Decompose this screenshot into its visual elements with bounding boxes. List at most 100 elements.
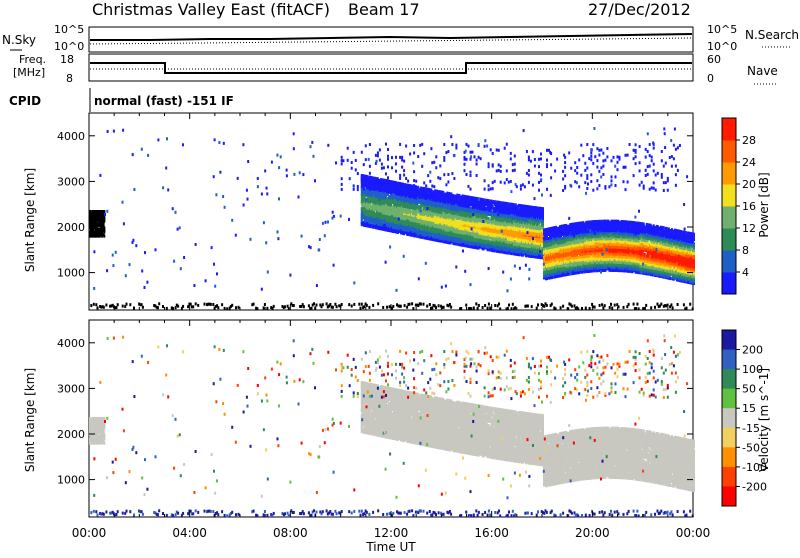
power-cell xyxy=(141,303,143,306)
power-cell xyxy=(601,303,603,306)
power-cell xyxy=(266,307,268,310)
power-cell xyxy=(633,303,635,306)
power-cell xyxy=(224,307,226,310)
power-cell xyxy=(303,305,305,308)
power-cell xyxy=(293,304,295,307)
power-cell xyxy=(311,307,313,310)
power-cell xyxy=(611,307,613,310)
power-cell xyxy=(599,304,601,307)
power-cell xyxy=(581,307,583,310)
power-cell xyxy=(420,303,422,306)
power-cell xyxy=(511,307,513,310)
noise-tick-bottom-left: 10^0 xyxy=(54,40,84,53)
power-cell xyxy=(449,303,451,306)
power-cell xyxy=(464,195,466,198)
power-cell xyxy=(589,307,591,310)
power-cell xyxy=(604,304,606,307)
power-cell xyxy=(508,223,510,226)
power-cell xyxy=(389,305,391,308)
power-cell xyxy=(430,189,432,192)
freq-tick-18: 18 xyxy=(60,53,74,66)
power-cell xyxy=(514,240,516,243)
power-cell xyxy=(508,304,510,307)
power-cell xyxy=(429,303,431,306)
power-cell xyxy=(263,306,265,309)
cpid-panel: CPID normal (fast) -151 IF xyxy=(9,88,234,112)
beam-label: Beam 17 xyxy=(348,0,420,19)
power-cell xyxy=(329,303,331,306)
power-cell xyxy=(308,304,310,307)
power-cell xyxy=(372,194,374,197)
power-cell xyxy=(546,304,548,307)
power-cell xyxy=(217,306,219,309)
freq-label-1: Freq. xyxy=(19,53,46,66)
power-cell xyxy=(654,306,656,309)
power-cell xyxy=(571,305,573,308)
power-cell xyxy=(560,306,562,309)
power-cell xyxy=(450,306,452,309)
power-cell xyxy=(519,230,521,233)
noise-tick-top-right: 10^5 xyxy=(707,23,737,36)
power-cell xyxy=(667,304,669,307)
power-cell xyxy=(256,307,258,310)
freq-panel: Freq. [MHz] 18 8 60 0 Nave xyxy=(13,53,778,85)
power-cell xyxy=(514,306,516,309)
power-cell xyxy=(536,307,538,310)
power-cell xyxy=(195,302,197,305)
power-cell xyxy=(562,305,564,308)
power-cell xyxy=(585,307,587,310)
power-cell xyxy=(478,304,480,307)
power-cell xyxy=(551,303,553,306)
power-cell xyxy=(610,303,612,306)
power-cell xyxy=(456,228,458,231)
power-cell xyxy=(105,304,107,307)
nave-tick-0: 0 xyxy=(707,72,714,85)
power-cell xyxy=(182,305,184,308)
power-cell xyxy=(210,303,212,306)
power-cell xyxy=(446,192,448,195)
power-cell xyxy=(488,217,490,220)
power-cell xyxy=(166,307,168,310)
cpid-label: CPID xyxy=(9,94,41,108)
power-cell xyxy=(394,214,396,217)
power-cell xyxy=(689,303,691,306)
power-cell xyxy=(103,222,105,225)
power-cell xyxy=(400,305,402,308)
power-cell xyxy=(284,305,286,308)
power-cell xyxy=(358,303,360,306)
power-cell xyxy=(537,303,539,306)
power-cell xyxy=(204,303,206,306)
station-title: Christmas Valley East (fitACF) xyxy=(92,0,330,19)
power-cell xyxy=(515,203,517,206)
power-cell xyxy=(482,306,484,309)
power-cell xyxy=(221,303,223,306)
power-cell xyxy=(412,307,414,310)
power-cell xyxy=(449,231,451,234)
power-cell xyxy=(273,305,275,308)
power-cell xyxy=(360,307,362,310)
power-cell xyxy=(157,306,159,309)
power-cell xyxy=(512,303,514,306)
power-cell xyxy=(531,305,533,308)
power-cell xyxy=(486,207,488,210)
power-cell xyxy=(97,306,99,309)
power-cell xyxy=(417,186,419,189)
power-cell xyxy=(489,307,491,310)
freq-line xyxy=(90,63,692,73)
power-cell xyxy=(177,305,179,308)
date-label: 27/Dec/2012 xyxy=(588,0,691,19)
power-cell xyxy=(264,303,266,306)
power-cell xyxy=(142,306,144,309)
power-cell xyxy=(683,303,685,306)
power-cell xyxy=(638,307,640,310)
power-cell xyxy=(341,303,343,306)
power-cell xyxy=(115,306,117,309)
power-cell xyxy=(475,302,477,305)
noise-sky-label: N.Sky xyxy=(2,33,36,47)
power-cell xyxy=(442,191,444,194)
power-cell xyxy=(122,305,124,308)
power-cell xyxy=(409,303,411,306)
power-cell xyxy=(386,306,388,309)
